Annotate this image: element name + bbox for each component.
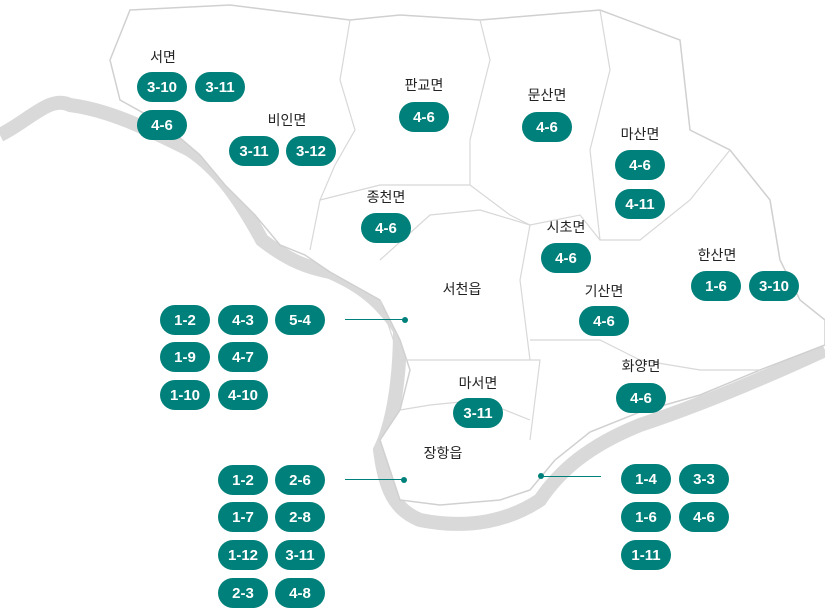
leader-dot [402, 316, 408, 323]
route-badge[interactable]: 2-3 [218, 578, 268, 608]
route-badge[interactable]: 1-9 [160, 342, 210, 372]
region-label: 마산면 [620, 127, 660, 143]
route-badge[interactable]: 4-7 [218, 342, 268, 372]
route-badge[interactable]: 1-7 [218, 502, 268, 532]
route-badge[interactable]: 4-6 [679, 502, 729, 532]
route-badge[interactable]: 1-12 [218, 540, 268, 570]
route-badge[interactable]: 3-11 [275, 540, 325, 570]
route-badge[interactable]: 4-3 [218, 305, 268, 335]
region-label: 시초면 [546, 220, 586, 236]
route-badge[interactable]: 4-6 [616, 383, 666, 413]
route-badge[interactable]: 4-10 [218, 380, 268, 410]
leader-dot [401, 476, 407, 483]
route-badge[interactable]: 3-11 [229, 136, 279, 166]
leader-dot [538, 473, 544, 479]
land [109, 4, 825, 506]
route-badge[interactable]: 1-6 [691, 271, 741, 301]
region-label: 기산면 [584, 284, 624, 300]
leader-line [541, 476, 601, 477]
route-badge[interactable]: 3-11 [453, 398, 503, 428]
route-badge[interactable]: 3-12 [286, 136, 336, 166]
route-badge[interactable]: 1-11 [621, 540, 671, 570]
region-label: 화양면 [621, 359, 661, 375]
leader-line [345, 319, 405, 320]
route-badge[interactable]: 1-4 [621, 464, 671, 494]
region-label: 마서면 [458, 376, 498, 392]
route-badge[interactable]: 4-6 [399, 102, 449, 132]
region-label: 한산면 [697, 248, 737, 264]
route-badge[interactable]: 3-10 [749, 271, 799, 301]
route-badge[interactable]: 4-6 [522, 112, 572, 142]
route-badge[interactable]: 3-11 [195, 72, 245, 102]
region-label: 서천읍 [442, 282, 482, 298]
route-badge[interactable]: 3-10 [137, 72, 187, 102]
route-badge[interactable]: 5-4 [275, 305, 325, 335]
region-borders [309, 9, 760, 441]
route-badge[interactable]: 2-8 [275, 502, 325, 532]
route-badge[interactable]: 3-3 [679, 464, 729, 494]
route-badge[interactable]: 1-6 [621, 502, 671, 532]
region-label: 비인면 [267, 113, 307, 129]
route-badge[interactable]: 1-2 [218, 465, 268, 495]
leader-line [345, 479, 404, 480]
region-label: 판교면 [404, 78, 444, 94]
route-badge[interactable]: 1-2 [160, 305, 210, 335]
route-badge[interactable]: 4-6 [361, 213, 411, 243]
region-label: 서면 [150, 50, 176, 66]
route-badge[interactable]: 4-6 [137, 110, 187, 140]
route-badge[interactable]: 4-11 [615, 189, 665, 219]
route-badge[interactable]: 4-8 [275, 578, 325, 608]
route-badge[interactable]: 2-6 [275, 465, 325, 495]
route-badge[interactable]: 1-10 [160, 380, 210, 410]
region-label: 종천면 [366, 190, 406, 206]
route-badge[interactable]: 4-6 [615, 150, 665, 180]
route-badge[interactable]: 4-6 [579, 306, 629, 336]
region-label: 문산면 [527, 88, 567, 104]
route-badge[interactable]: 4-6 [541, 243, 591, 273]
region-label: 장항읍 [423, 446, 463, 462]
